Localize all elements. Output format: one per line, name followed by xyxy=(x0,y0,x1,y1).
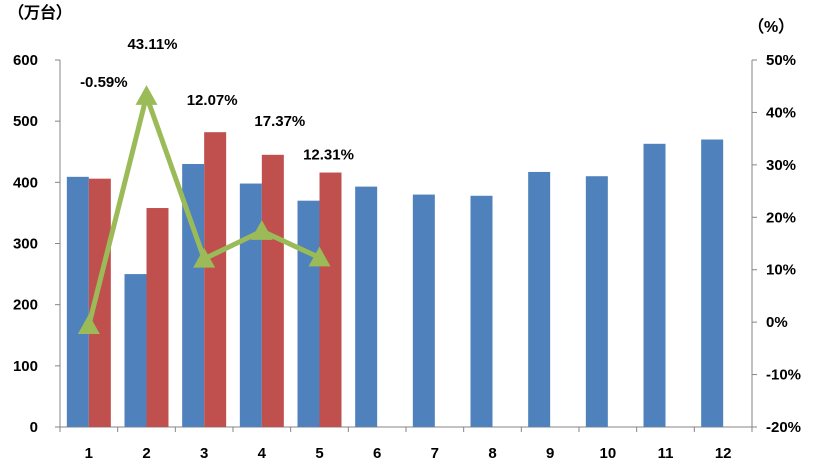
bar xyxy=(204,132,227,427)
bar xyxy=(66,176,89,427)
data-label: 12.31% xyxy=(303,147,354,164)
left-tick-label: 600 xyxy=(13,52,38,69)
right-tick-label: -10% xyxy=(766,367,801,384)
data-label: -0.59% xyxy=(80,74,128,91)
bar xyxy=(355,186,378,427)
bar xyxy=(585,176,608,427)
right-axis-unit: （%） xyxy=(748,18,794,36)
growth-line xyxy=(77,85,331,335)
x-tick-label: 6 xyxy=(373,445,381,462)
left-tick-label: 0 xyxy=(30,419,38,436)
right-tick-label: 0% xyxy=(766,314,788,331)
left-axis-unit: （万台） xyxy=(8,3,72,22)
bar xyxy=(124,274,147,427)
right-tick-label: 10% xyxy=(766,262,796,279)
line-point-marker xyxy=(308,246,331,267)
bar xyxy=(701,139,724,427)
data-label: 43.11% xyxy=(127,36,177,53)
bar xyxy=(88,178,111,427)
line-point-marker xyxy=(193,247,216,268)
bar xyxy=(412,194,435,427)
line-point-marker xyxy=(77,314,100,335)
right-tick-label: -20% xyxy=(766,419,801,436)
x-tick-label: 2 xyxy=(142,445,150,462)
bar xyxy=(297,200,320,427)
bar xyxy=(319,172,342,427)
left-tick-label: 100 xyxy=(13,358,38,375)
x-tick-label: 11 xyxy=(658,445,674,462)
bar xyxy=(528,171,551,427)
x-tick-label: 4 xyxy=(258,445,267,462)
bar xyxy=(261,154,284,427)
right-tick-label: 50% xyxy=(766,52,796,69)
x-tick-label: 12 xyxy=(715,445,732,462)
x-tick-label: 1 xyxy=(85,445,93,462)
data-labels: -0.59% 43.11% 12.07% 17.37% 12.31% xyxy=(80,36,354,163)
left-tick-label: 400 xyxy=(13,174,38,191)
data-label: 12.07% xyxy=(187,92,238,109)
right-tick-label: 30% xyxy=(766,157,796,174)
right-tick-label: 40% xyxy=(766,104,796,121)
axes: 0 100 200 300 400 500 600 -20% -10% 0% 10% 20% 30% 40… xyxy=(13,52,801,462)
x-tick-label: 7 xyxy=(431,445,439,462)
data-label: 17.37% xyxy=(254,113,305,130)
right-tick-label: 20% xyxy=(766,209,796,226)
bar xyxy=(146,208,169,427)
x-tick-label: 9 xyxy=(546,445,554,462)
left-tick-label: 300 xyxy=(13,236,38,253)
bar xyxy=(239,183,262,427)
left-tick-label: 500 xyxy=(13,113,38,130)
line-point-marker xyxy=(135,85,158,105)
x-tick-label: 10 xyxy=(599,445,616,462)
x-tick-label: 8 xyxy=(488,445,496,462)
x-tick-label: 3 xyxy=(200,445,208,462)
bar xyxy=(470,195,493,427)
left-tick-label: 200 xyxy=(13,297,38,314)
line-point-marker xyxy=(250,220,273,240)
bars xyxy=(66,132,724,427)
bar xyxy=(643,143,666,427)
bar xyxy=(182,163,205,427)
x-tick-label: 5 xyxy=(315,445,323,462)
